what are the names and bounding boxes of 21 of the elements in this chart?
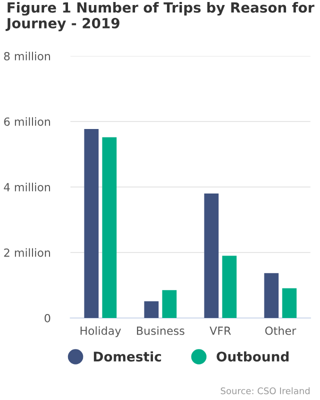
x-tick-label: Business	[136, 326, 184, 335]
bar	[264, 273, 279, 318]
y-tick-label: 0	[44, 314, 50, 322]
bar	[162, 290, 177, 318]
bar	[102, 137, 117, 318]
bar	[222, 256, 237, 318]
x-tick-label: VFR	[210, 326, 231, 335]
y-tick-label: 4 million	[4, 182, 50, 192]
bar	[84, 129, 99, 318]
y-tick-label: 2 million	[4, 248, 50, 257]
bar	[204, 194, 219, 318]
y-tick-label: 8 million	[4, 52, 50, 60]
x-tick-label: Holiday	[80, 326, 121, 338]
bar	[282, 288, 297, 318]
chart-title: Figure 1 Number of Trips by Reason for Journey - 2019	[6, 2, 314, 32]
source-note: Source: CSO Ireland	[220, 387, 310, 394]
legend-label: Outbound	[216, 351, 289, 362]
x-tick-label: Other	[265, 326, 296, 335]
bar	[144, 301, 159, 318]
y-tick-label: 6 million	[4, 117, 50, 126]
legend-label: Domestic	[94, 351, 162, 362]
